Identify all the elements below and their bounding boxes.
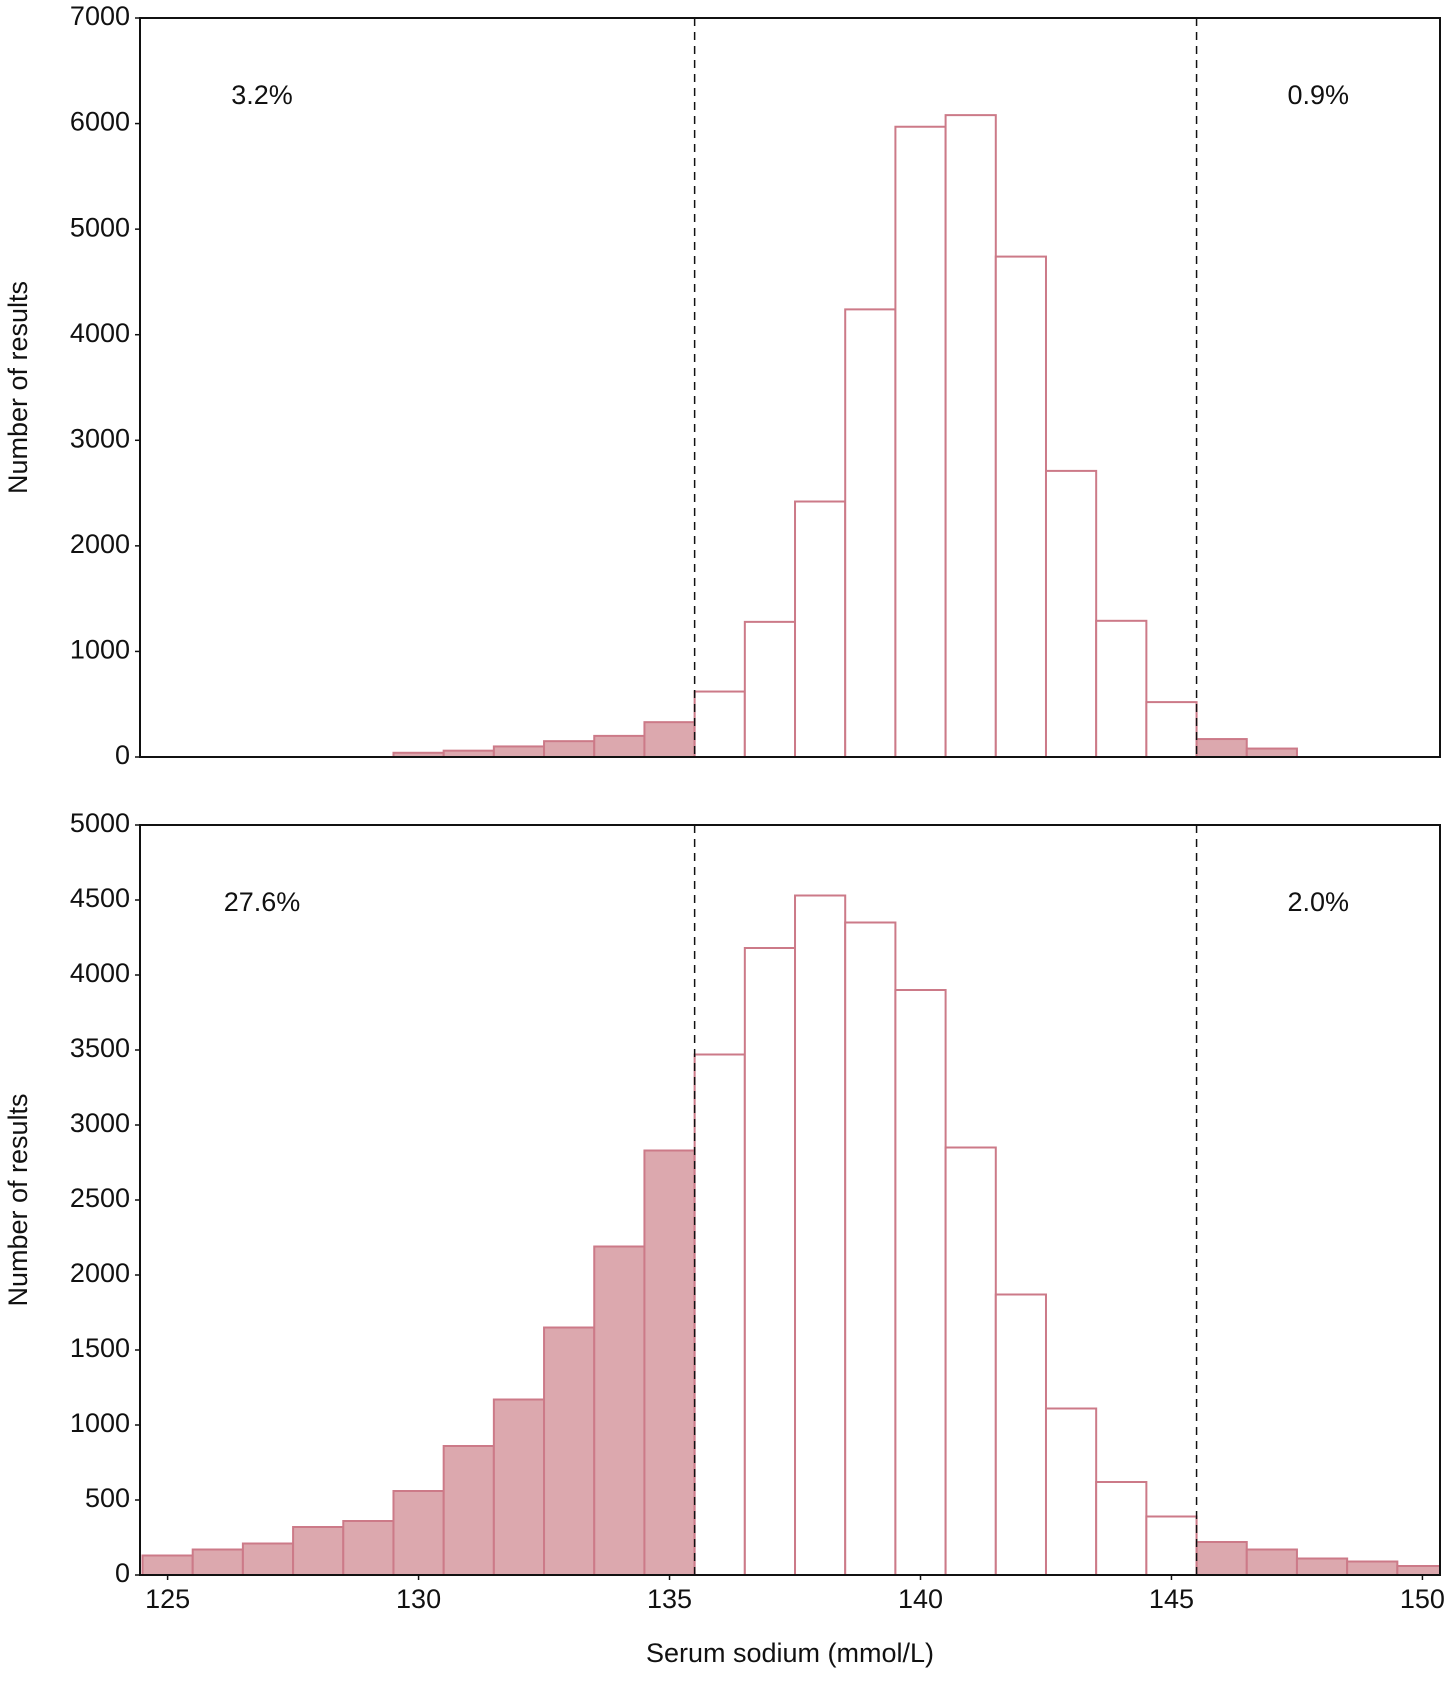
y-tick-label: 5000 [70,212,130,242]
y-axis-label: Number of results [3,281,33,494]
bar [743,620,797,759]
x-tick-label: 135 [647,1584,692,1614]
annotation: 0.9% [1288,80,1350,110]
y-tick-label: 0 [115,1558,130,1588]
bar [643,721,696,759]
y-tick-label: 4000 [70,958,130,988]
bar [1195,1541,1248,1576]
bar [1346,1560,1399,1576]
y-tick-label: 3500 [70,1033,130,1063]
bar [894,125,947,758]
x-tick-label: 130 [396,1584,441,1614]
bar [1095,1481,1148,1576]
bar [994,255,1047,758]
y-tick-label: 2000 [70,529,130,559]
annotation: 27.6% [224,887,301,917]
x-tick-label: 145 [1149,1584,1194,1614]
x-axis-label: Serum sodium (mmol/L) [646,1638,934,1668]
bar [944,1146,997,1576]
bar [693,1053,746,1576]
bar [844,921,897,1576]
bar [1145,701,1198,758]
y-tick-label: 3000 [70,423,130,453]
bar [794,894,847,1576]
annotation: 3.2% [231,80,293,110]
bar [994,1293,1047,1576]
bar [593,1245,646,1576]
y-tick-label: 1000 [70,1408,130,1438]
bar [543,740,596,759]
bar [543,1326,596,1576]
bar [342,1520,395,1576]
y-tick-label: 7000 [70,1,130,31]
plot-frame [139,17,1441,758]
bar [1245,747,1298,758]
x-tick-label: 150 [1400,1584,1445,1614]
bar [141,1554,194,1576]
bar [492,1398,546,1576]
bar [1044,1407,1098,1576]
bar [794,500,847,759]
bar [1044,469,1098,758]
y-tick-label: 0 [115,740,130,770]
x-tick-label: 125 [145,1584,190,1614]
bar [844,308,897,758]
y-tick-label: 2000 [70,1258,130,1288]
bar [1295,1557,1349,1576]
y-tick-label: 4500 [70,883,130,913]
bar [944,114,997,758]
y-tick-label: 1000 [70,635,130,665]
y-tick-label: 500 [85,1483,130,1513]
bar [442,1445,495,1576]
bar [1245,1548,1298,1576]
y-tick-label: 3000 [70,1108,130,1138]
bar [191,1548,244,1576]
y-tick-label: 1500 [70,1333,130,1363]
y-tick-label: 4000 [70,318,130,348]
y-axis-label: Number of results [3,1093,33,1306]
bar [292,1526,345,1576]
x-tick-label: 140 [898,1584,943,1614]
y-tick-label: 2500 [70,1183,130,1213]
bar [643,1149,696,1576]
bar [1095,619,1148,759]
annotation: 2.0% [1288,887,1350,917]
bar [693,690,746,758]
bar [1145,1515,1198,1576]
bar [392,1490,445,1576]
bar [894,989,947,1576]
bar [492,745,546,759]
bar [241,1542,295,1576]
y-tick-label: 5000 [70,808,130,838]
bar [743,947,797,1576]
bar [1195,738,1248,758]
bar [593,734,646,759]
bar [1396,1565,1442,1576]
y-tick-label: 6000 [70,107,130,137]
